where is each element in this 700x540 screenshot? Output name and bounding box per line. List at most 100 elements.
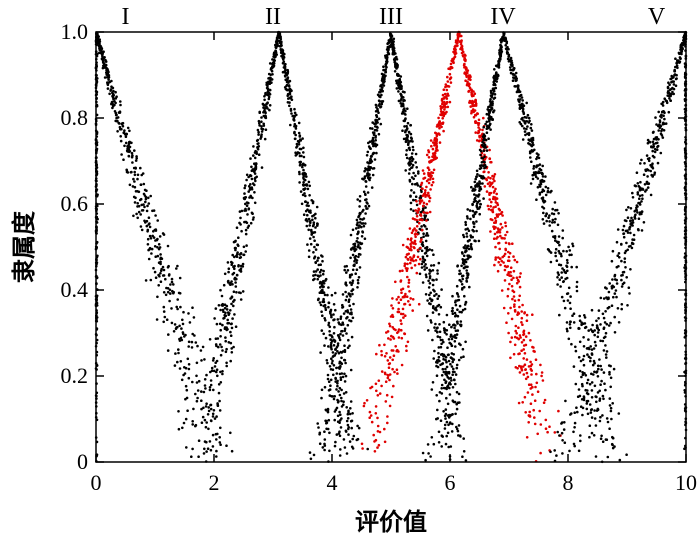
data-point [431,338,434,342]
data-point [456,39,460,42]
data-point [395,298,399,301]
data-point [647,159,651,163]
data-point [615,282,619,285]
data-point [645,188,648,192]
data-point [446,431,450,435]
data-point [242,196,246,200]
data-point [406,237,410,241]
data-point [527,421,530,424]
data-point [589,345,592,348]
data-point [454,303,458,307]
data-point [508,242,511,246]
data-point [401,295,405,299]
data-point [673,70,677,73]
data-point [416,184,420,187]
data-point [435,292,438,296]
data-point [399,312,403,316]
data-point [147,257,151,261]
data-point [333,395,337,398]
data-point [428,302,431,305]
data-point [405,124,408,128]
data-point [568,249,572,252]
data-point [377,443,381,447]
data-point [108,80,112,84]
data-point [523,130,527,133]
data-point [560,276,563,279]
data-point [297,121,301,125]
data-point [120,153,123,156]
data-point [208,440,212,443]
data-point [483,160,486,164]
data-point [397,336,401,339]
data-point [450,337,454,341]
data-point [375,352,378,356]
data-point [346,346,350,350]
data-point [253,156,257,160]
data-point [354,227,358,230]
data-point [344,361,347,365]
data-point [437,351,440,355]
data-point [529,402,533,406]
data-point [230,260,233,264]
data-point [459,356,463,359]
data-point [336,342,340,345]
data-point [615,278,618,282]
data-point [346,423,350,427]
data-point [107,78,110,81]
data-point [184,417,188,421]
data-point [499,222,503,226]
data-point [405,127,409,130]
data-point [475,205,479,209]
data-point [415,218,419,222]
data-point [451,422,454,426]
data-point [170,307,173,310]
data-point [284,78,288,82]
data-point [355,268,359,272]
data-point [497,66,501,69]
data-point [417,172,420,175]
data-point [340,405,344,408]
data-point [348,319,351,322]
data-point [543,398,547,402]
data-point [278,44,282,48]
data-point [298,147,302,151]
data-point [541,175,545,178]
data-point [538,193,542,196]
data-point [568,323,572,326]
data-point [486,126,490,130]
data-point [266,101,269,104]
data-point [511,242,514,245]
data-point [263,109,266,113]
data-point [247,201,250,205]
data-point [415,182,419,185]
data-point [458,272,461,276]
data-point [578,340,582,344]
data-point [607,290,611,294]
data-point [422,235,425,238]
data-point [318,270,322,274]
data-point [502,38,505,42]
data-point [592,373,595,376]
data-point [96,193,99,196]
data-point [342,400,345,404]
data-point [605,296,608,299]
data-point [433,144,436,147]
data-point [441,102,444,106]
data-point [143,205,146,209]
data-point [302,188,306,191]
data-point [133,173,137,177]
data-point [219,370,222,374]
data-point [361,447,364,450]
data-point [601,339,605,343]
data-point [444,83,448,86]
data-point [396,310,400,314]
data-point [413,246,416,250]
data-point [346,417,350,420]
data-point [611,402,614,405]
data-point [622,270,626,274]
data-point [454,329,458,333]
data-point [320,310,323,314]
data-point [629,219,632,222]
data-point [250,186,254,189]
data-point [229,359,232,363]
